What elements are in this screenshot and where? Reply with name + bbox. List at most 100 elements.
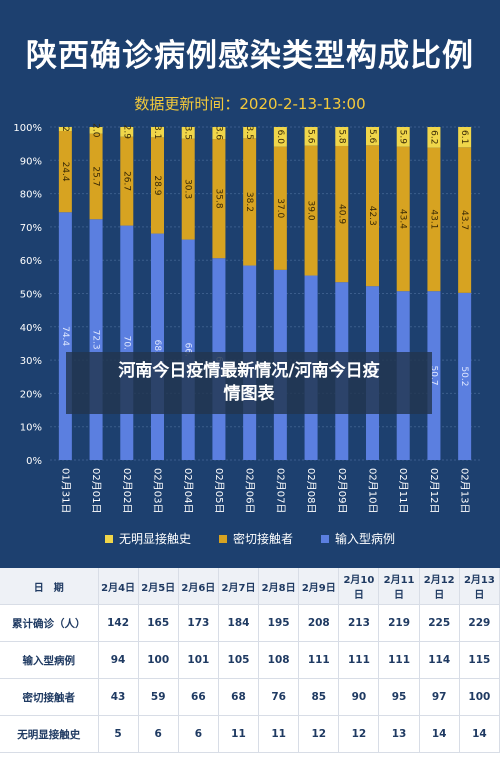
table-cell: 90 xyxy=(338,678,380,716)
table-header-cell: 日 期 xyxy=(0,568,99,605)
table-cell: 111 xyxy=(338,641,380,679)
table-cell: 114 xyxy=(419,641,460,679)
data-label: 68. xyxy=(152,340,162,354)
table-header-cell: 2月7日 xyxy=(218,568,260,605)
bar-segment xyxy=(335,127,349,146)
legend-swatch xyxy=(104,534,113,543)
table-cell: 12 xyxy=(298,715,340,753)
table-cell: 184 xyxy=(218,604,260,642)
bar-segment xyxy=(243,127,257,139)
data-label: 26.7 xyxy=(121,171,131,191)
y-tick-label: 10% xyxy=(20,423,42,434)
table-row: 输入型病例 94 100 101 105 108 111 111 111 114 115 xyxy=(0,641,500,679)
x-tick-label: 02月07日 xyxy=(274,468,286,513)
data-label: 43.4 xyxy=(398,209,408,229)
bar-segment xyxy=(120,127,134,137)
bar-segment xyxy=(58,127,72,131)
legend-label: 密切接触者 xyxy=(232,532,293,546)
table-header-cell: 2月10日 xyxy=(338,568,380,605)
data-label: 72.3 xyxy=(91,330,101,350)
bar-segment xyxy=(458,292,472,460)
table-cell: 115 xyxy=(459,641,500,679)
data-label: 28.9 xyxy=(152,175,162,195)
x-tick-label: 02月11日 xyxy=(397,468,409,513)
legend-item: 密切接触者 xyxy=(218,530,293,547)
table-cell: 229 xyxy=(459,604,500,642)
table-cell: 11 xyxy=(258,715,300,753)
data-table: 日 期 2月4日 2月5日 2月6日 2月7日 2月8日 2月9日 2月10日 2月11日 2月1… xyxy=(0,568,500,753)
bar-segment xyxy=(335,145,349,283)
bar-segment xyxy=(427,127,441,148)
bar-segment xyxy=(151,137,164,234)
table-header-cell: 2月8日 xyxy=(258,568,300,605)
legend-label: 无明显接触史 xyxy=(118,532,191,546)
stacked-bar-chart: 0% 10% 20% 30% 40% 50% 60% 70% 80% 90% 100% 74.4 24.… xyxy=(13,123,480,513)
table-cell: 76 xyxy=(258,678,300,716)
y-tick-label: 80% xyxy=(20,190,42,201)
data-table-panel: 日 期 2月4日 2月5日 2月6日 2月7日 2月8日 2月9日 2月10日 2月11日 2月1… xyxy=(0,568,500,767)
bar-segment xyxy=(304,145,318,276)
legend-swatch xyxy=(321,534,329,543)
table-header-cell: 2月4日 xyxy=(98,568,139,605)
table-header-cell: 2月12日 xyxy=(419,568,460,605)
table-cell: 66 xyxy=(178,678,219,716)
data-label: 3.1 xyxy=(152,125,162,139)
table-header-cell: 2月9日 xyxy=(298,568,340,605)
data-label: 39.0 xyxy=(306,201,316,221)
bar-segment xyxy=(273,146,287,270)
data-label: 50.7 xyxy=(428,366,438,386)
table-row: 累计确诊（人） 142 165 173 184 195 208 213 219 225 229 xyxy=(0,604,500,642)
x-tick-label: 02月02日 xyxy=(121,468,133,513)
bar-segment xyxy=(427,291,441,460)
bar-segment xyxy=(120,136,134,226)
table-row: 无明显接触史 5 6 6 11 11 12 12 13 14 14 xyxy=(0,715,500,753)
y-tick-label: 20% xyxy=(20,389,42,400)
watermark-overlay: 河南今日疫情最新情况/河南今日疫 情图表 xyxy=(66,352,432,414)
x-tick-label: 02月05日 xyxy=(213,468,225,513)
x-tick-label: 02月01日 xyxy=(90,468,102,513)
y-tick-label: 70% xyxy=(20,223,42,234)
table-cell: 111 xyxy=(298,641,340,679)
x-tick-label: 02月10日 xyxy=(367,468,379,513)
bar-segment xyxy=(89,133,103,220)
legend-item: 无明显接触史 xyxy=(104,530,191,547)
x-tick-label: 02月06日 xyxy=(244,468,256,513)
data-label: 2.0 xyxy=(91,123,101,138)
chart-subtitle: 数据更新时间：2020-2-13-13:00 xyxy=(134,95,366,113)
data-label: 5.6 xyxy=(306,129,316,144)
bar-segment xyxy=(396,127,410,147)
table-cell: 225 xyxy=(419,604,460,642)
bar-segment xyxy=(273,127,287,147)
table-cell: 6 xyxy=(178,715,219,753)
data-label: 50.2 xyxy=(459,366,469,386)
x-tick-label: 02月12日 xyxy=(428,468,440,513)
bar-segment xyxy=(181,138,195,240)
chart-title: 陕西确诊病例感染类型构成比例 xyxy=(26,38,474,74)
bar-segment xyxy=(181,127,195,139)
overlay-line-2: 情图表 xyxy=(223,384,275,404)
table-cell: 95 xyxy=(378,678,420,716)
data-label: 6.1 xyxy=(459,130,469,144)
y-tick-label: 40% xyxy=(20,323,42,334)
y-tick-label: 0% xyxy=(26,456,42,467)
y-tick-label: 90% xyxy=(20,156,42,167)
data-label: 6.0 xyxy=(275,130,285,145)
data-label: 5.6 xyxy=(367,129,377,144)
data-label: 5.8 xyxy=(336,129,346,144)
bar-segment xyxy=(396,146,410,292)
table-cell: 173 xyxy=(178,604,219,642)
y-tick-label: 60% xyxy=(20,256,42,267)
x-tick-label: 02月04日 xyxy=(182,468,194,513)
y-tick-label: 50% xyxy=(20,290,42,301)
table-cell: 100 xyxy=(138,641,179,679)
bar-segment xyxy=(243,138,257,266)
table-cell: 219 xyxy=(378,604,420,642)
table-header-row: 日 期 2月4日 2月5日 2月6日 2月7日 2月8日 2月9日 2月10日 2月11日 2月1… xyxy=(0,568,500,605)
x-tick-label: 02月08日 xyxy=(305,468,317,513)
bar-segment xyxy=(58,130,72,213)
y-tick-label: 100% xyxy=(13,123,42,134)
table-cell: 108 xyxy=(258,641,300,679)
legend-label: 输入型病例 xyxy=(335,532,396,546)
overlay-line-1: 河南今日疫情最新情况/河南今日疫 xyxy=(118,361,380,381)
